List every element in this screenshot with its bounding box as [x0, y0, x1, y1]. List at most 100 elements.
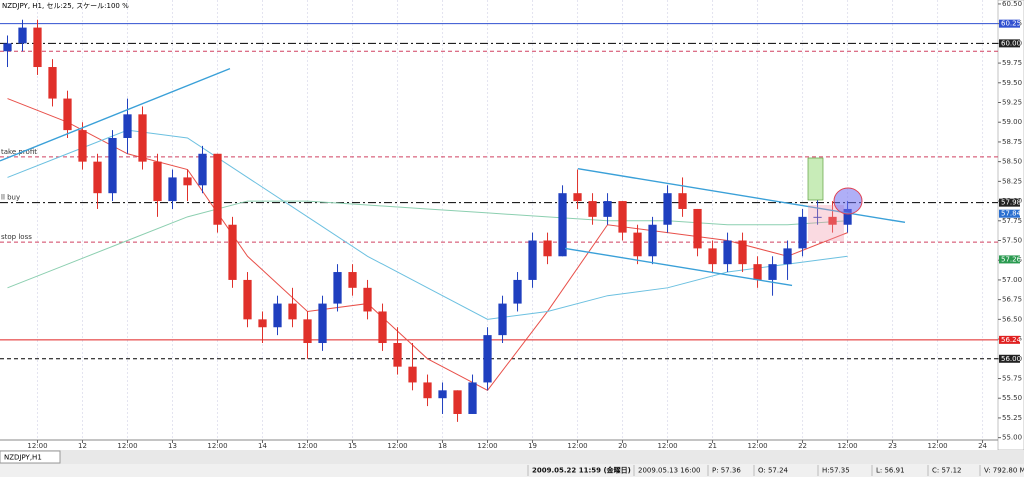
candle-body: [828, 216, 837, 225]
x-tick-label: 20: [618, 442, 627, 450]
candle-body: [363, 287, 372, 312]
x-tick-label: 18: [438, 442, 447, 450]
x-tick-label: 12:00: [117, 442, 137, 450]
candle-body: [168, 177, 177, 202]
y-tick-label: 57.75: [1002, 217, 1022, 225]
y-tick-label: 55.50: [1002, 394, 1022, 402]
x-tick-label: 12:00: [27, 442, 47, 450]
x-tick-label: 14: [258, 442, 267, 450]
candle-body: [3, 43, 12, 52]
candle-body: [783, 248, 792, 265]
y-tick-label: 58.25: [1002, 177, 1022, 185]
tab-label: NZDJPY,H1: [4, 454, 42, 462]
candle-body: [228, 224, 237, 280]
y-tick-label: 60.50: [1002, 0, 1022, 8]
status-text: L: 56.91: [876, 467, 905, 475]
candle-body: [48, 67, 57, 99]
candle-body: [438, 390, 447, 399]
price-tag-label: 60.25: [1001, 20, 1021, 28]
y-tick-label: 57.00: [1002, 276, 1022, 284]
y-tick-label: 59.25: [1002, 99, 1022, 107]
annotation-zone: [808, 205, 844, 241]
x-tick-label: 13: [168, 442, 177, 450]
x-tick-label: 12:00: [657, 442, 677, 450]
candle-body: [378, 311, 387, 344]
x-tick-label: 24: [978, 442, 987, 450]
y-tick-label: 56.75: [1002, 296, 1022, 304]
candle-body: [843, 208, 852, 225]
candle-body: [423, 382, 432, 399]
status-text: P: 57.36: [712, 467, 741, 475]
y-tick-label: 59.75: [1002, 59, 1022, 67]
candle-body: [348, 272, 357, 288]
status-text: V: 792.80 M: [984, 467, 1024, 475]
tab[interactable]: [0, 450, 61, 464]
candle-body: [813, 216, 822, 218]
candle-body: [528, 240, 537, 280]
price-tag: [999, 335, 1020, 344]
moving-average: [7, 129, 848, 320]
status-bar: [0, 464, 1024, 477]
status-text: O: 57.24: [758, 467, 789, 475]
price-tag: [999, 198, 1020, 207]
price-tag: [999, 255, 1020, 264]
status-text: H:57.35: [822, 467, 850, 475]
candle-body: [258, 319, 267, 328]
y-tick-label: 58.75: [1002, 138, 1022, 146]
candle-body: [318, 303, 327, 344]
status-text: 2009.05.22 11:59 (金曜日): [532, 466, 631, 475]
price-axis: [997, 0, 1024, 451]
y-tick-label: 55.00: [1002, 434, 1022, 442]
price-tag-label: 57.84: [1001, 210, 1022, 218]
x-tick-label: 12:00: [297, 442, 317, 450]
x-tick-label: 12:00: [477, 442, 497, 450]
candle-body: [663, 193, 672, 225]
annotation-ellipse: [833, 187, 863, 215]
candle-body: [468, 382, 477, 414]
price-tag: [999, 209, 1020, 218]
x-tick-label: 15: [348, 442, 357, 450]
candle-body: [798, 216, 807, 249]
x-tick-label: 12:00: [387, 442, 407, 450]
y-tick-label: 55.75: [1002, 374, 1022, 382]
level-label: take profit: [1, 148, 37, 156]
candle-body: [393, 343, 402, 367]
price-tag: [999, 19, 1020, 28]
candle-body: [513, 279, 522, 304]
x-tick-label: 12:00: [207, 442, 227, 450]
candle-body: [723, 240, 732, 265]
x-tick-label: 21: [708, 442, 717, 450]
x-tick-label: 12:00: [567, 442, 587, 450]
candle-body: [408, 366, 417, 383]
candle-body: [573, 193, 582, 202]
candle-body: [78, 130, 87, 162]
candle-body: [588, 201, 597, 217]
candle-body: [273, 303, 282, 328]
candle-body: [483, 335, 492, 383]
status-text: C: 57.12: [932, 467, 962, 475]
candle-body: [693, 208, 702, 249]
candle-body: [288, 303, 297, 320]
price-tag: [999, 39, 1020, 48]
x-tick-label: 12: [78, 442, 87, 450]
x-tick-label: 12:00: [747, 442, 767, 450]
candle-body: [768, 264, 777, 280]
annotation-box: [807, 157, 824, 201]
price-tag-label: 57.26: [1001, 255, 1022, 263]
price-tag: [999, 354, 1020, 363]
candle-body: [63, 98, 72, 131]
candle-body: [543, 240, 552, 257]
y-tick-label: 55.25: [1002, 414, 1022, 422]
candle-body: [333, 272, 342, 304]
candle-body: [123, 114, 132, 138]
status-text: 2009.05.13 16:00: [638, 467, 700, 475]
y-tick-label: 59.00: [1002, 118, 1022, 126]
moving-average: [7, 98, 848, 391]
candle-body: [648, 224, 657, 257]
candle-body: [138, 114, 147, 162]
candle-body: [753, 264, 762, 280]
candle-body: [678, 193, 687, 209]
candle-body: [708, 248, 717, 265]
candle-body: [738, 240, 747, 265]
